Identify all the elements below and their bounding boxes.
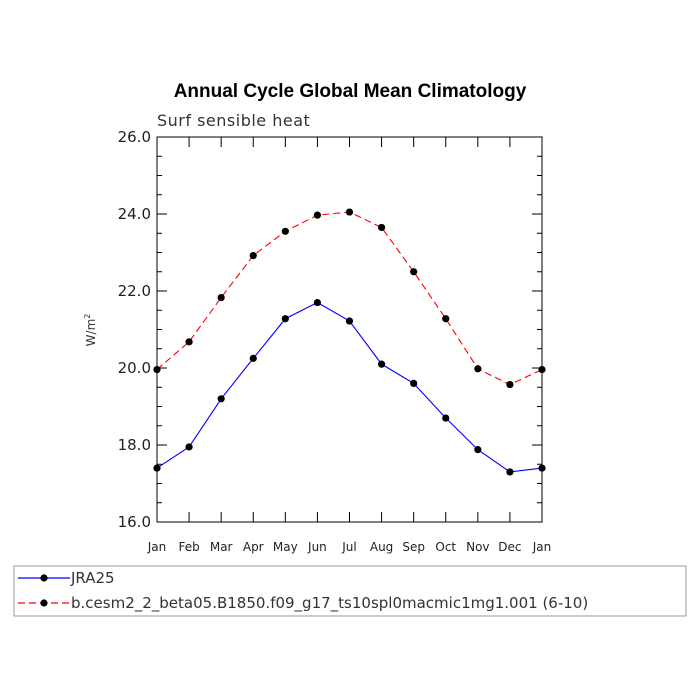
y-axis-ticks — [157, 136, 542, 523]
x-tick-label: Jan — [147, 540, 167, 554]
data-point — [377, 360, 386, 368]
chart-title: Annual Cycle Global Mean Climatology — [174, 81, 527, 102]
y-axis-label-exponent: 2 — [83, 314, 92, 319]
series-line — [156, 211, 543, 386]
legend-label: b.cesm2_2_beta05.B1850.f09_g17_ts10spl0m… — [71, 594, 588, 613]
y-axis-tick-labels: 16.0 18.0 20.0 22.0 24.0 26.0 — [118, 128, 151, 531]
x-axis-ticks — [156, 137, 543, 522]
data-point — [538, 365, 546, 374]
x-tick-label: Nov — [466, 540, 489, 554]
x-tick-label: Mar — [210, 540, 233, 554]
data-point — [249, 251, 257, 260]
chart-subtitle: Surf sensible heat — [157, 111, 310, 130]
x-tick-label: Jul — [341, 540, 356, 554]
series-line — [156, 301, 543, 473]
x-tick-label: Apr — [243, 540, 264, 554]
y-tick-label: 16.0 — [118, 513, 151, 531]
data-point — [313, 298, 322, 307]
data-point — [410, 379, 418, 387]
x-tick-label: May — [273, 540, 298, 554]
x-tick-label: Jan — [532, 540, 552, 554]
legend-swatch-marker — [40, 574, 48, 582]
data-point — [538, 464, 546, 472]
series-layer — [153, 208, 546, 476]
legend: JRA25 b.cesm2_2_beta05.B1850.f09_g17_ts10… — [18, 569, 588, 613]
data-point — [410, 268, 418, 276]
data-point — [153, 464, 161, 472]
series-2 — [153, 208, 546, 389]
data-point — [217, 395, 225, 403]
data-point — [313, 211, 322, 219]
y-tick-label: 26.0 — [118, 128, 151, 146]
data-point — [281, 315, 289, 323]
x-tick-label: Sep — [402, 540, 425, 554]
data-point — [185, 443, 193, 451]
data-point — [474, 365, 482, 373]
x-tick-label: Aug — [370, 540, 393, 554]
data-point — [281, 227, 289, 235]
x-axis-tick-labels: Jan Feb Mar Apr May Jun Jul Aug Sep Oct Nov Dec Jan — [147, 540, 552, 554]
data-point — [442, 414, 450, 422]
data-point — [217, 293, 225, 302]
y-tick-label: 20.0 — [118, 359, 151, 377]
y-tick-label: 22.0 — [118, 282, 151, 300]
y-tick-label: 24.0 — [118, 205, 151, 223]
data-point — [249, 354, 257, 362]
data-point — [377, 223, 386, 232]
data-point — [506, 380, 514, 389]
data-point — [185, 338, 193, 346]
legend-label: JRA25 — [70, 569, 115, 587]
plot-frame — [156, 136, 543, 523]
y-axis-label: W/m2 — [83, 314, 98, 347]
x-tick-label: Jun — [307, 540, 327, 554]
data-point — [153, 365, 161, 374]
legend-item-2: b.cesm2_2_beta05.B1850.f09_g17_ts10spl0m… — [18, 594, 588, 613]
data-point — [345, 208, 354, 216]
y-tick-label: 18.0 — [118, 436, 151, 454]
legend-item-1: JRA25 — [18, 569, 115, 587]
x-tick-label: Oct — [435, 540, 456, 554]
y-axis-label-unit: W/m — [84, 319, 98, 347]
data-point — [442, 315, 450, 323]
series-1 — [153, 298, 546, 476]
data-point — [506, 468, 514, 476]
x-tick-label: Feb — [178, 540, 199, 554]
legend-swatch-marker — [40, 599, 48, 607]
data-point — [345, 317, 354, 325]
data-point — [474, 446, 482, 454]
x-tick-label: Dec — [498, 540, 521, 554]
legend-box — [13, 565, 687, 617]
